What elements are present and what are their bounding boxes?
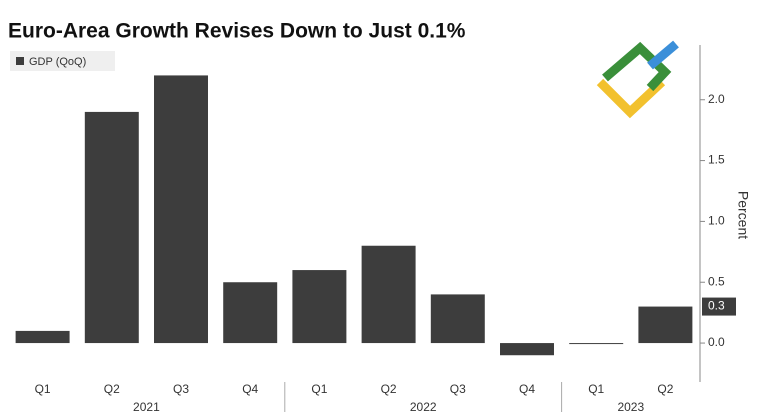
bar [638,306,693,344]
y-tick-label: 1.5 [708,153,725,167]
year-label: 2022 [410,400,437,414]
bar [223,282,278,344]
legend-label: GDP (QoQ) [29,56,86,68]
y-tick-label: 0.0 [708,335,725,349]
bar [500,343,554,356]
legend-box [10,51,115,71]
bar [154,75,208,344]
y-tick-label: 1.0 [708,214,725,228]
x-tick-label: Q2 [104,382,120,396]
x-tick-label: Q3 [450,382,466,396]
x-tick-label: Q2 [381,382,397,396]
x-tick-label: Q1 [588,382,604,396]
bar [430,294,485,344]
x-tick-label: Q1 [311,382,327,396]
chart-title: Euro-Area Growth Revises Down to Just 0.… [8,20,466,43]
year-label: 2021 [133,400,160,414]
year-label: 2023 [617,400,644,414]
bar [292,270,347,344]
x-tick-label: Q4 [519,382,535,396]
y-axis-label: Percent [735,191,751,239]
legend-swatch [16,57,24,65]
bar [361,245,416,344]
bar [15,330,70,344]
last-value-label: 0.3 [708,299,725,313]
x-tick-label: Q3 [173,382,189,396]
last-value-box [702,297,736,316]
y-tick-label: 2.0 [708,92,725,106]
y-tick-label: 0.5 [708,274,725,288]
x-tick-label: Q2 [657,382,673,396]
x-tick-label: Q1 [35,382,51,396]
bar [569,343,624,345]
x-tick-label: Q4 [242,382,258,396]
bar [84,111,139,344]
logo [596,40,679,119]
